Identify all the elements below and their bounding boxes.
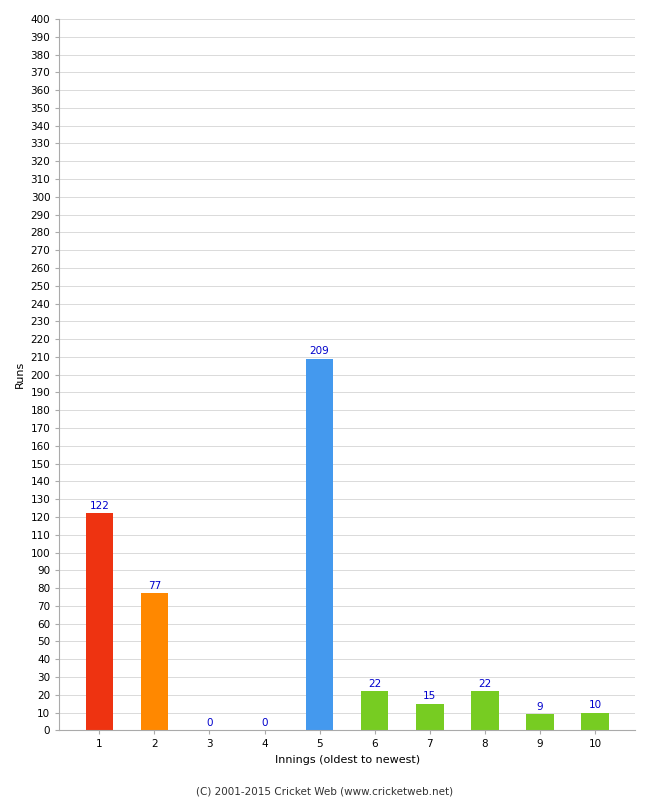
Text: 77: 77 <box>148 581 161 591</box>
Text: 15: 15 <box>423 691 436 701</box>
Bar <box>86 514 113 730</box>
Text: 122: 122 <box>89 501 109 510</box>
Bar <box>526 714 554 730</box>
Bar <box>361 691 389 730</box>
Bar <box>416 704 443 730</box>
Text: 0: 0 <box>261 718 268 728</box>
Y-axis label: Runs: Runs <box>15 361 25 388</box>
Text: 9: 9 <box>537 702 543 712</box>
Bar <box>581 713 609 730</box>
Bar <box>306 358 333 730</box>
Text: (C) 2001-2015 Cricket Web (www.cricketweb.net): (C) 2001-2015 Cricket Web (www.cricketwe… <box>196 786 454 796</box>
Bar <box>140 594 168 730</box>
X-axis label: Innings (oldest to newest): Innings (oldest to newest) <box>274 755 420 765</box>
Text: 10: 10 <box>588 700 602 710</box>
Bar <box>471 691 499 730</box>
Text: 22: 22 <box>478 678 491 689</box>
Text: 0: 0 <box>206 718 213 728</box>
Text: 209: 209 <box>310 346 330 356</box>
Text: 22: 22 <box>368 678 382 689</box>
